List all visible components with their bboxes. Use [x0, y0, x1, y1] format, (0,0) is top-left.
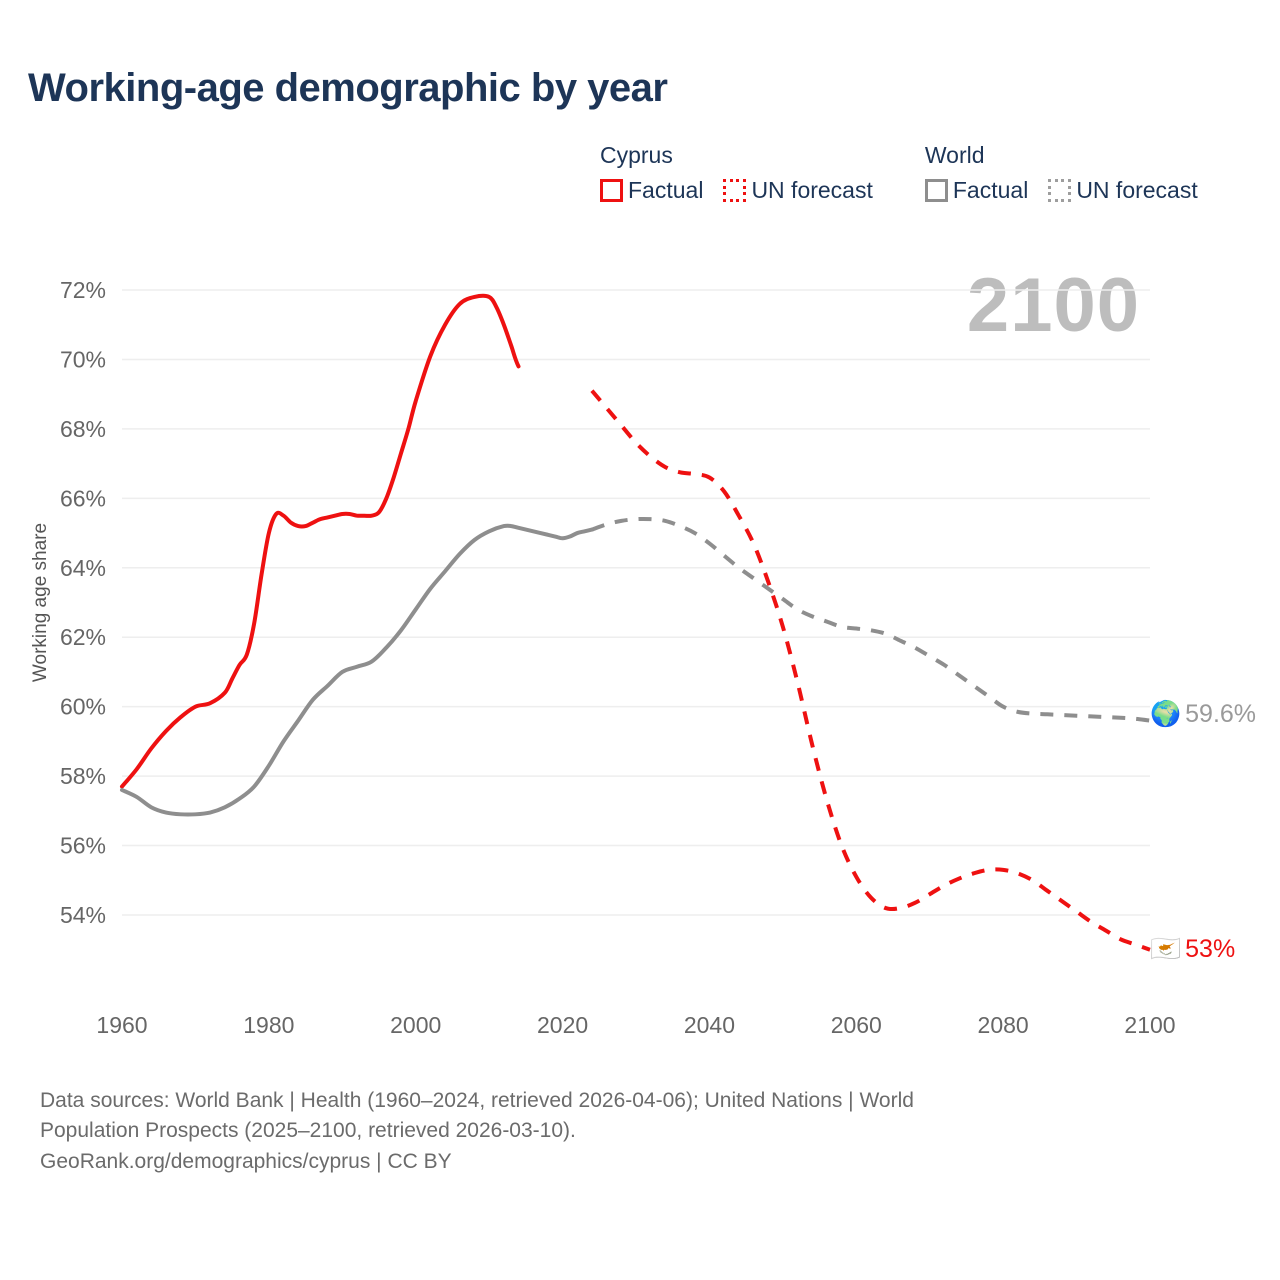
series-line-forecast-world	[591, 516, 1151, 723]
y-tick-label: 66%	[60, 485, 106, 511]
footer-line-sources-1: Data sources: World Bank | Health (1960–…	[40, 1089, 914, 1112]
x-tick-label: 2020	[537, 1012, 588, 1038]
footer-line-sources-2: Population Prospects (2025–2100, retriev…	[40, 1119, 576, 1143]
series-line-forecast-cyprus	[590, 389, 1151, 952]
y-tick-label: 64%	[60, 555, 106, 581]
legend-item-world-factual[interactable]: Factual	[924, 177, 1029, 204]
y-axis-label: Working age share	[30, 523, 51, 682]
y-tick-label: 70%	[60, 346, 106, 372]
legend-group-world: World Factual UN forecast	[924, 142, 1198, 204]
endpoint-label-cyprus: 🇨🇾 53%	[1150, 935, 1235, 964]
x-tick-label: 1980	[243, 1012, 294, 1038]
chart-footer: Data sources: World Bank | Health (1960–…	[40, 1086, 1200, 1177]
legend-item-label: UN forecast	[751, 177, 873, 203]
chart-legend: Cyprus Factual UN forecast World	[600, 142, 1260, 204]
legend-item-label: Factual	[952, 177, 1029, 203]
legend-swatch-dotted-icon	[723, 179, 747, 202]
y-tick-label: 72%	[60, 277, 106, 303]
legend-swatch-solid-icon	[924, 179, 948, 202]
x-tick-label: 2080	[978, 1012, 1029, 1038]
x-tick-label: 1960	[96, 1012, 147, 1038]
year-watermark: 2100	[966, 263, 1140, 348]
y-tick-label: 60%	[60, 694, 106, 720]
x-tick-label: 2040	[684, 1012, 735, 1038]
legend-item-cyprus-factual[interactable]: Factual	[600, 177, 703, 204]
endpoint-value-world: 59.6%	[1185, 700, 1257, 728]
series-line-factual-world	[120, 523, 594, 817]
legend-item-label: UN forecast	[1076, 177, 1198, 203]
x-tick-label: 2100	[1124, 1012, 1175, 1038]
endpoint-value-cyprus: 53%	[1185, 935, 1236, 963]
y-tick-label: 58%	[60, 763, 106, 789]
legend-swatch-dotted-icon	[1048, 179, 1072, 202]
legend-group-title-world: World	[924, 142, 985, 168]
y-tick-label: 68%	[60, 416, 106, 442]
x-tick-label: 2000	[390, 1012, 441, 1038]
legend-group-title-cyprus: Cyprus	[600, 142, 673, 168]
legend-item-world-forecast[interactable]: UN forecast	[1048, 177, 1198, 204]
cyprus-flag-icon: 🇨🇾	[1150, 935, 1182, 963]
endpoint-label-world: 🌍 59.6%	[1150, 700, 1256, 729]
footer-line-attribution: GeoRank.org/demographics/cyprus | CC BY	[40, 1149, 452, 1173]
y-tick-label: 54%	[60, 902, 106, 928]
x-tick-label: 2060	[831, 1012, 882, 1038]
series-line-factual-cyprus	[120, 293, 521, 789]
legend-swatch-solid-icon	[600, 179, 623, 202]
globe-icon: 🌍	[1150, 700, 1182, 728]
legend-group-cyprus: Cyprus Factual UN forecast	[600, 142, 873, 204]
y-tick-label: 62%	[60, 624, 106, 650]
line-chart-plot: 54% 56% 58% 60% 62% 64% 66% 68% 70% 72% 1960 1980 20…	[30, 277, 1176, 1038]
legend-item-label: Factual	[628, 177, 704, 203]
page-title: Working-age demographic by year	[28, 66, 668, 110]
legend-item-cyprus-forecast[interactable]: UN forecast	[723, 177, 873, 204]
y-tick-label: 56%	[60, 833, 106, 859]
